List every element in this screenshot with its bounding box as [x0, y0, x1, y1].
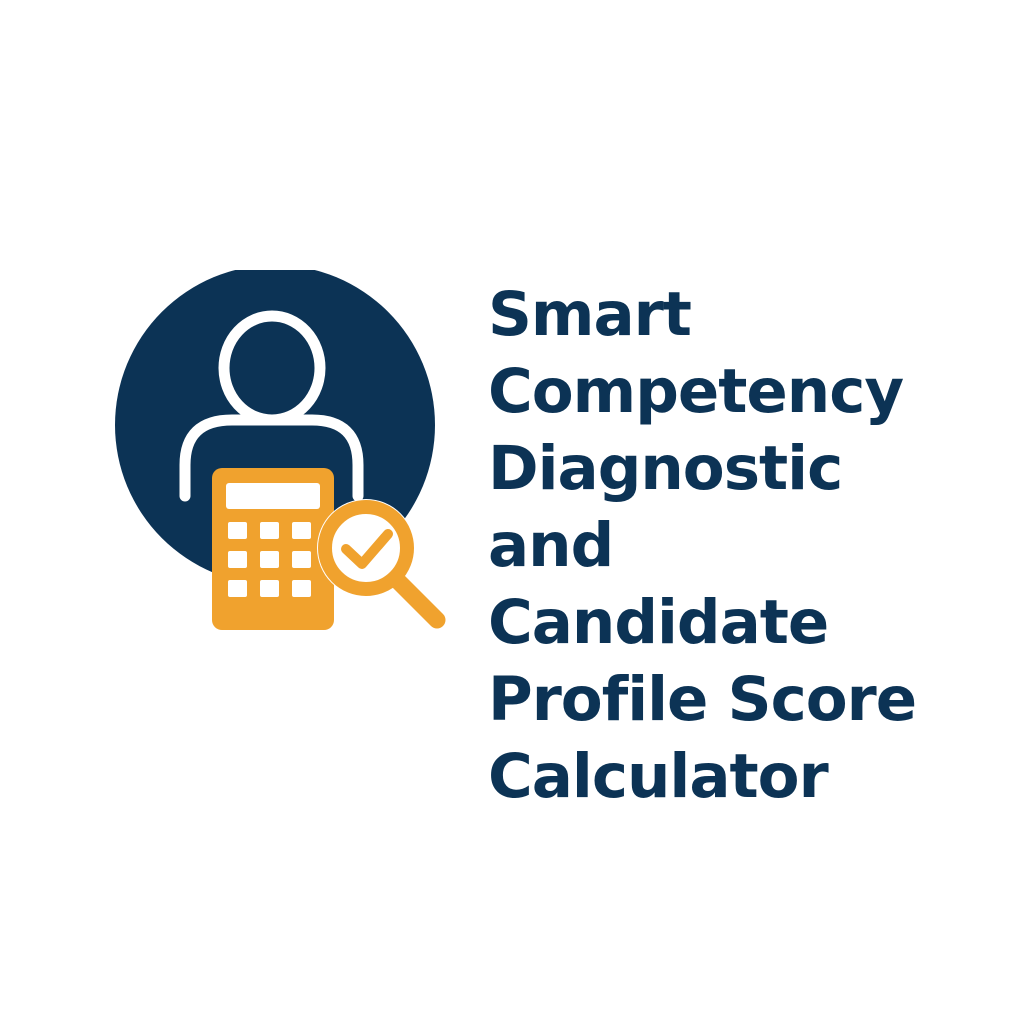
title-line-1: Smart	[488, 279, 692, 350]
person-icon	[179, 310, 364, 502]
calculator-keys	[228, 522, 311, 597]
logo-mark-svg	[115, 270, 446, 630]
title-line-6: Profile Score	[488, 664, 917, 735]
calculator-icon	[212, 468, 334, 630]
check-mark	[341, 529, 393, 569]
logo-title: Smart Competency Diagnostic and Candidat…	[488, 276, 1008, 815]
magnifier-check-icon	[317, 499, 446, 629]
title-line-2: Competency	[488, 356, 904, 427]
title-line-7: Calculator	[488, 741, 829, 812]
title-line-4: and	[488, 510, 614, 581]
title-line-3: Diagnostic	[488, 433, 843, 504]
logo-mark	[100, 270, 470, 660]
title-line-5: Candidate	[488, 587, 829, 658]
calculator-display	[226, 483, 320, 509]
